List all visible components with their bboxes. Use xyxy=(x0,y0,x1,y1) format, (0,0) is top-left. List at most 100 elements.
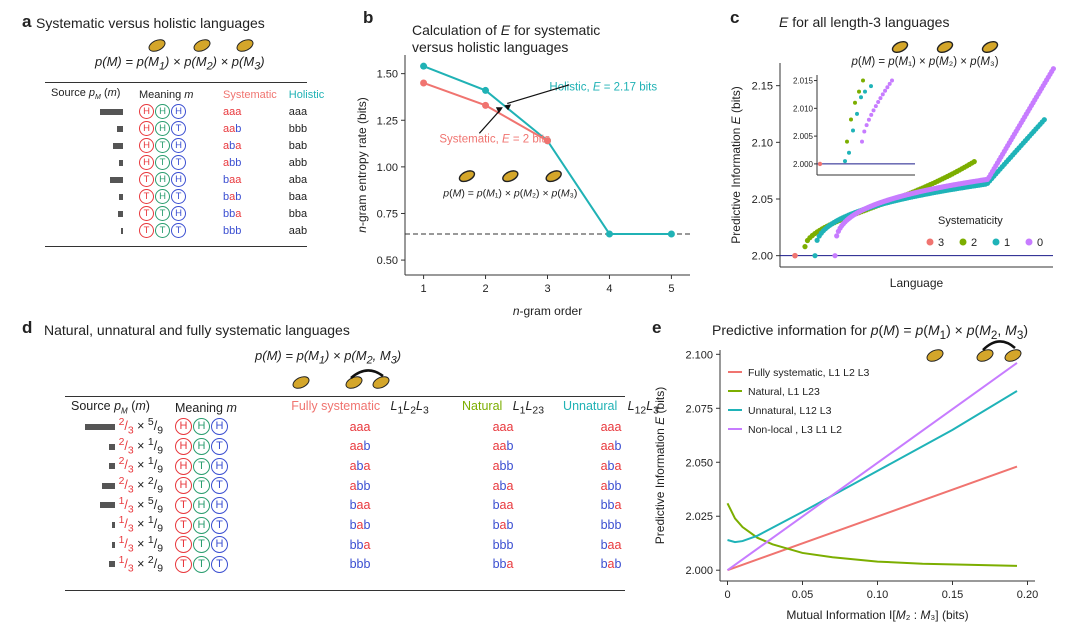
legend-marker xyxy=(959,238,967,246)
tick-label: 5 xyxy=(668,283,674,295)
meaning-circle: T xyxy=(193,477,210,495)
natural-cell: abb xyxy=(492,459,514,474)
systematic-cell: aaa xyxy=(223,105,242,118)
data-point xyxy=(851,128,855,133)
fully-systematic-cell: abb xyxy=(349,478,371,493)
panel-d-table: Source pM (m) Meaning m Fully systematic… xyxy=(65,398,667,575)
natural-cell: baa xyxy=(492,498,514,513)
data-point xyxy=(482,101,490,109)
data-point xyxy=(878,96,883,101)
panel-e-chart: 2.000 2.025 2.050 2.075 2.100 0 0.05 0.10 0.15 0.… xyxy=(653,349,1038,622)
systematic-cell: aab xyxy=(223,122,242,135)
data-point xyxy=(859,95,863,100)
data-point xyxy=(857,89,861,94)
legend-label: 1 xyxy=(1004,237,1010,249)
source-bar xyxy=(117,210,123,217)
data-point xyxy=(863,89,867,94)
meaning-circle: H xyxy=(155,172,170,187)
meaning-circle: T xyxy=(171,155,186,170)
data-point xyxy=(873,104,878,109)
meaning-circle: H xyxy=(171,206,186,221)
holistic-cell: bba xyxy=(288,207,308,220)
arrowhead xyxy=(495,107,503,114)
natural-cell: aaa xyxy=(492,419,514,434)
meaning-circle: H xyxy=(193,516,210,534)
data-point xyxy=(812,253,818,259)
meaning-circle: T xyxy=(175,496,192,514)
header-natural: Natural L1L23 xyxy=(462,398,544,417)
data-point xyxy=(847,150,851,155)
tick-label: 2.010 xyxy=(793,104,814,113)
holistic-cell: bbb xyxy=(288,122,308,135)
annotation-holistic: Holistic, E = 2.17 bits xyxy=(549,81,657,93)
systematic-cell: bba xyxy=(223,207,242,220)
tick-label: 2.025 xyxy=(685,511,713,523)
source-bar xyxy=(112,541,116,548)
annotation-arrow xyxy=(507,84,570,105)
source-bar xyxy=(112,142,123,149)
coin-icon xyxy=(502,170,519,183)
unnatural-cell: aab xyxy=(600,439,622,454)
data-point xyxy=(866,117,871,122)
link-arrow-icon xyxy=(350,369,384,379)
annotation-systematic: Systematic, E = 2 bits xyxy=(439,134,550,146)
systematic-cell: aba xyxy=(223,139,242,152)
meaning-circle: H xyxy=(155,189,170,204)
fully-systematic-cell: baa xyxy=(349,498,371,513)
fully-systematic-cell: bbb xyxy=(349,557,371,572)
data-point xyxy=(883,88,888,93)
tick-label: 0.75 xyxy=(377,208,398,220)
natural-cell: bba xyxy=(492,557,514,572)
tick-label: 0.50 xyxy=(377,255,398,267)
tick-label: 2.050 xyxy=(685,457,713,469)
tick-label: 1 xyxy=(421,283,427,295)
source-bar xyxy=(85,423,116,430)
panel-c-chart: 2.00 2.05 2.10 2.15 Language Predictive Infor… xyxy=(729,41,1056,290)
unnatural-cell: bbb xyxy=(600,518,622,533)
panel-b-subtitle: versus holistic languages xyxy=(412,39,569,55)
data-point xyxy=(853,100,857,105)
panel-d-formula: p(M) = p(M1) × p(M2, M3) xyxy=(255,348,402,367)
legend-label: 0 xyxy=(1037,237,1043,249)
legend-label: 3 xyxy=(938,237,944,249)
natural-cell: bab xyxy=(492,518,514,533)
data-point xyxy=(845,139,849,144)
series-line xyxy=(727,390,1018,544)
unnatural-cell: abb xyxy=(600,478,622,493)
tick-label: 4 xyxy=(606,283,612,295)
meaning-circle: H xyxy=(193,496,210,514)
meaning-circle: T xyxy=(211,477,228,495)
x-axis-label: n-gram order xyxy=(513,304,582,318)
header-meaning: Meaning m xyxy=(175,400,237,415)
meaning-circle: H xyxy=(175,418,192,436)
tick-label: 2.005 xyxy=(793,132,814,141)
panel-b-chart: 0.50 0.75 1.00 1.25 1.50 1 2 3 4 5 n-gram order n-g… xyxy=(355,55,690,318)
tick-label: 0.15 xyxy=(942,589,963,601)
data-point xyxy=(832,253,838,259)
unnatural-cell: baa xyxy=(600,537,622,552)
panel-c-title: E for all length-3 languages xyxy=(779,14,950,30)
data-point xyxy=(862,129,867,134)
tick-label: 3 xyxy=(544,283,550,295)
meaning-circle: H xyxy=(155,121,170,136)
source-bar xyxy=(100,502,116,509)
data-point xyxy=(861,78,865,83)
meaning-circle: T xyxy=(175,536,192,554)
data-point xyxy=(605,230,613,238)
fully-systematic-cell: aab xyxy=(349,439,371,454)
meaning-circle: T xyxy=(193,457,210,475)
legend-title: Systematicity xyxy=(938,215,1003,227)
source-bar xyxy=(116,125,123,132)
meaning-circle: H xyxy=(171,104,186,119)
meaning-circle: T xyxy=(171,121,186,136)
